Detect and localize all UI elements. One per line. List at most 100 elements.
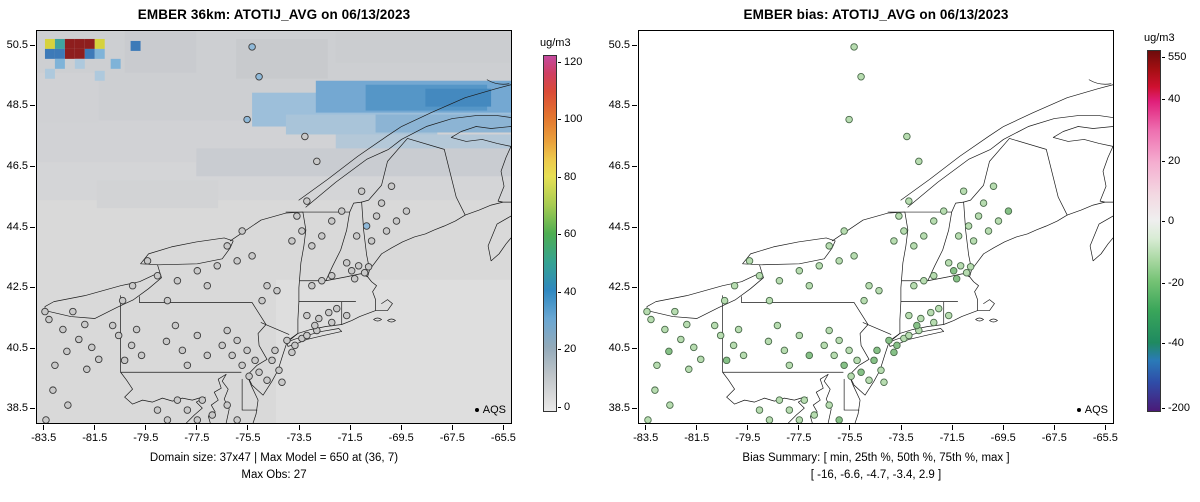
colorbar-tick-label: 0 <box>1168 215 1175 228</box>
y-tick-mark <box>30 408 35 410</box>
x-tick-label: -67.5 <box>439 432 465 444</box>
y-tick-label: 42.5 <box>6 281 28 294</box>
y-tick-mark <box>30 44 35 46</box>
y-tick-label: 38.5 <box>6 402 28 415</box>
panel-bias: EMBER bias: ATOTIJ_AVG on 06/13/2023 AQS… <box>602 0 1200 502</box>
x-tick-label: -77.5 <box>184 432 210 444</box>
y-tick-mark <box>30 347 35 349</box>
colorbar-tick-label: -200 <box>1168 401 1191 414</box>
x-tick-label: -77.5 <box>786 432 812 444</box>
x-tick-label: -73.5 <box>286 432 312 444</box>
x-tick-label: -81.5 <box>684 432 710 444</box>
x-tick-mark <box>196 425 198 430</box>
panel-model: EMBER 36km: ATOTIJ_AVG on 06/13/2023 AQS… <box>6 7 583 481</box>
colorbar-tick-label: 120 <box>564 55 583 68</box>
x-tick-mark <box>43 425 45 430</box>
x-tick-mark <box>502 425 504 430</box>
colorbar-tick-label: 100 <box>564 113 583 126</box>
y-tick-mark <box>632 44 637 46</box>
x-tick-label: -69.5 <box>388 432 414 444</box>
x-tick-mark <box>849 425 851 430</box>
x-tick-label: -65.5 <box>490 432 516 444</box>
y-tick-mark <box>632 226 637 228</box>
x-tick-label: -71.5 <box>337 432 363 444</box>
x-tick-mark <box>247 425 249 430</box>
x-tick-label: -79.5 <box>133 432 159 444</box>
y-tick-label: 44.5 <box>608 220 630 233</box>
colorbar-tick-mark <box>1162 99 1165 101</box>
y-tick-mark <box>30 287 35 289</box>
colorbar-tick-mark <box>558 406 561 408</box>
aqs-legend: AQS <box>474 404 506 416</box>
y-tick-label: 48.5 <box>6 99 28 112</box>
y-tick-mark <box>632 347 637 349</box>
y-tick-label: 48.5 <box>608 99 630 112</box>
x-tick-mark <box>298 425 300 430</box>
colorbar-tick-label: 40 <box>1168 93 1181 106</box>
x-tick-mark <box>1104 425 1106 430</box>
colorbar-tick-mark <box>558 119 561 121</box>
x-tick-label: -81.5 <box>82 432 108 444</box>
colorbar-tick-label: 80 <box>564 170 577 183</box>
x-tick-mark <box>645 425 647 430</box>
y-tick-label: 50.5 <box>6 38 28 51</box>
station-markers <box>643 43 1013 423</box>
colorbar-tick-mark <box>558 291 561 293</box>
x-tick-label: -79.5 <box>735 432 761 444</box>
y-tick-mark <box>632 105 637 107</box>
aqs-legend-label: AQS <box>482 404 506 416</box>
bias-panel-title: EMBER bias: ATOTIJ_AVG on 06/13/2023 <box>743 7 1009 22</box>
aqs-dot-icon <box>474 408 479 412</box>
aqs-legend-label: AQS <box>1084 404 1108 416</box>
x-tick-mark <box>747 425 749 430</box>
colorbar-tick-mark <box>1162 56 1165 58</box>
x-tick-mark <box>145 425 147 430</box>
colorbar-tick-label: -40 <box>1168 337 1184 350</box>
colorbar-tick-label: 20 <box>1168 154 1181 167</box>
colorbar-tick-label: 0 <box>564 400 571 413</box>
y-tick-label: 40.5 <box>608 341 630 354</box>
y-tick-label: 46.5 <box>6 159 28 172</box>
x-tick-mark <box>94 425 96 430</box>
y-tick-mark <box>30 105 35 107</box>
y-tick-label: 50.5 <box>608 38 630 51</box>
colorbar-tick-mark <box>558 61 561 63</box>
bias-values-caption: [ -16, -6.6, -4.7, -3.4, 2.9 ] <box>810 469 942 481</box>
colorbar-tick-mark <box>1162 343 1165 345</box>
x-tick-label: -75.5 <box>837 432 863 444</box>
colorbar-tick-label: 40 <box>564 285 577 298</box>
bias-map-plot: AQS <box>638 30 1114 424</box>
y-tick-mark <box>632 287 637 289</box>
model-colorbar-unit: ug/m3 <box>540 37 571 49</box>
colorbar-tick-mark <box>1162 221 1165 223</box>
y-tick-mark <box>632 408 637 410</box>
x-tick-mark <box>349 425 351 430</box>
y-tick-label: 40.5 <box>6 341 28 354</box>
y-tick-mark <box>632 165 637 167</box>
colorbar-tick-mark <box>558 349 561 351</box>
x-tick-mark <box>951 425 953 430</box>
colorbar-tick-label: 550 <box>1168 50 1187 63</box>
colorbar-tick-mark <box>1162 407 1165 409</box>
y-tick-label: 38.5 <box>608 402 630 415</box>
model-domain-caption: Domain size: 37x47 | Max Model = 650 at … <box>149 452 399 464</box>
colorbar-tick-mark <box>1162 160 1165 162</box>
model-panel-title: EMBER 36km: ATOTIJ_AVG on 06/13/2023 <box>137 7 411 22</box>
y-tick-mark <box>30 165 35 167</box>
x-tick-mark <box>900 425 902 430</box>
aqs-dot-icon <box>1076 408 1081 412</box>
x-tick-label: -69.5 <box>990 432 1016 444</box>
bias-summary-caption: Bias Summary: [ min, 25th %, 50th %, 75t… <box>742 452 1010 464</box>
x-tick-label: -83.5 <box>31 432 57 444</box>
y-tick-label: 46.5 <box>608 159 630 172</box>
colorbar-tick-mark <box>558 176 561 178</box>
x-tick-label: -65.5 <box>1092 432 1118 444</box>
y-tick-label: 42.5 <box>608 281 630 294</box>
model-maxobs-caption: Max Obs: 27 <box>241 469 307 481</box>
model-raster <box>37 31 511 423</box>
bias-colorbar-unit: ug/m3 <box>1144 32 1175 44</box>
model-colorbar <box>543 55 557 412</box>
colorbar-tick-label: 20 <box>564 343 577 356</box>
model-map-plot: AQS <box>36 30 512 424</box>
